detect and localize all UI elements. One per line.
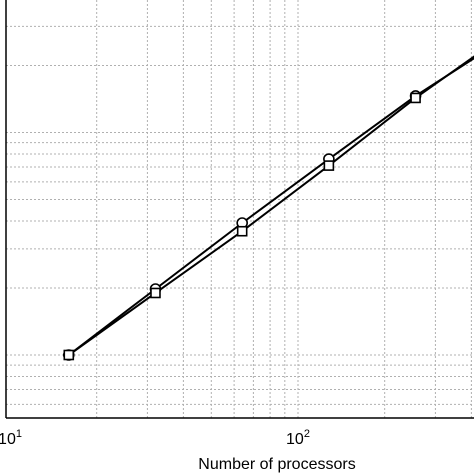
data-point-square — [236, 225, 248, 237]
data-point-square — [410, 92, 421, 104]
x-tick-label: 102 — [286, 428, 310, 448]
x-axis-label: Number of processors — [198, 456, 355, 473]
data-point-square — [63, 349, 75, 361]
x-tick-exponent: 2 — [304, 428, 310, 440]
series-layer — [62, 55, 474, 361]
data-point-square — [323, 160, 335, 171]
series-line-square — [68, 55, 474, 356]
data-point-square — [150, 287, 161, 299]
x-tick-base: 10 — [0, 431, 16, 448]
axes-frame — [5, 0, 474, 419]
x-tick-base: 10 — [286, 431, 304, 448]
x-ticks: 101 102 — [0, 428, 310, 448]
x-tick-exponent: 1 — [16, 428, 22, 440]
x-tick-label: 101 — [0, 428, 22, 448]
grid — [6, 0, 474, 418]
